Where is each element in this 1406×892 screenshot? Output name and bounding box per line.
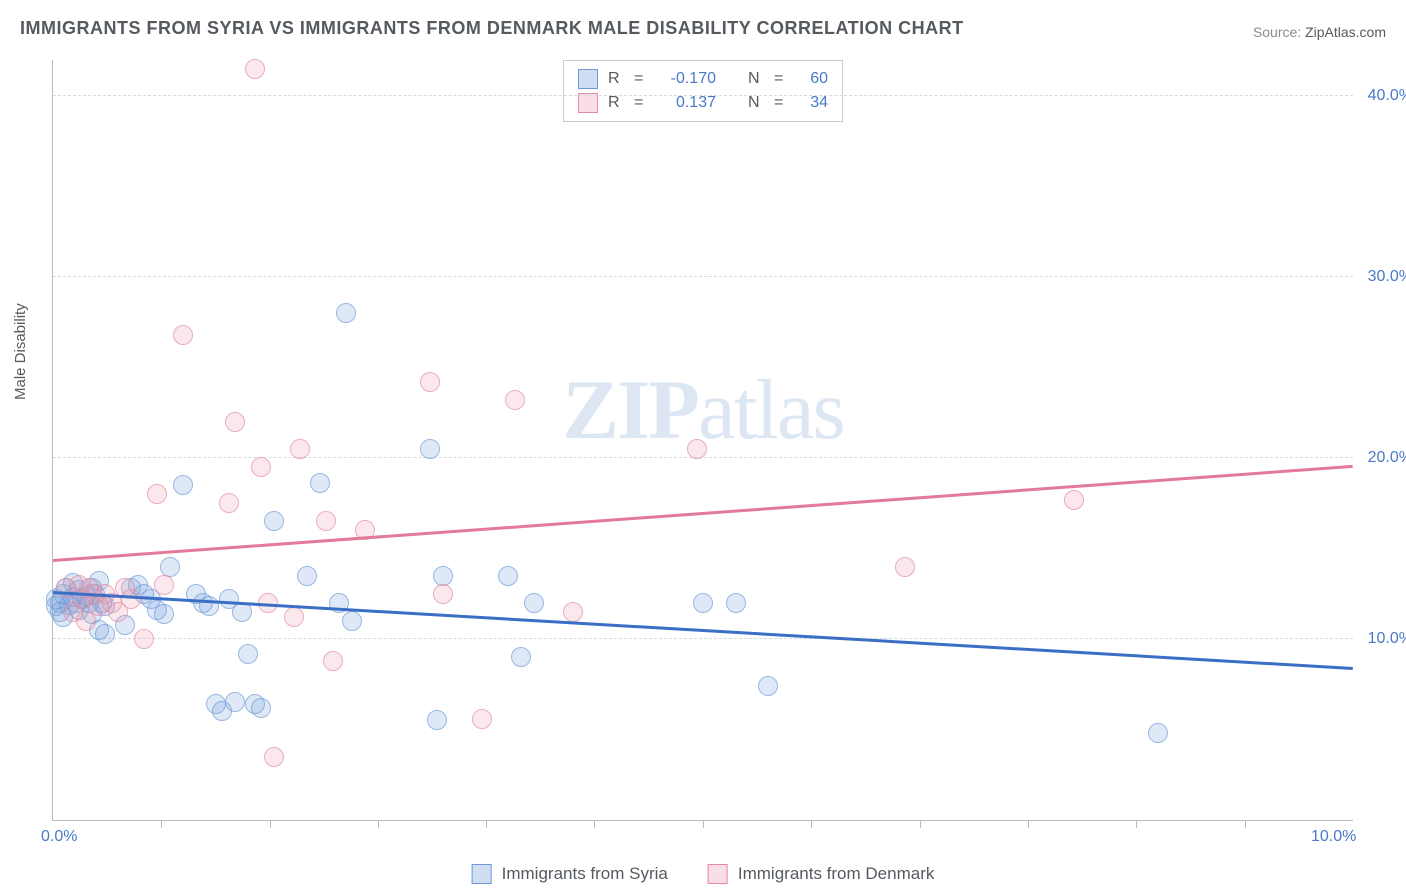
data-point (511, 647, 531, 667)
data-point (173, 475, 193, 495)
n-label: N (748, 70, 764, 88)
data-point (147, 484, 167, 504)
trend-line (53, 465, 1353, 562)
gridline (53, 638, 1353, 639)
data-point (251, 698, 271, 718)
data-point (134, 629, 154, 649)
correlation-legend: R = -0.170 N = 60 R = 0.137 N = 34 (563, 60, 843, 122)
x-tick (161, 820, 162, 828)
equals-sign: = (634, 70, 648, 88)
data-point (154, 575, 174, 595)
data-point (687, 439, 707, 459)
data-point (420, 372, 440, 392)
data-point (427, 710, 447, 730)
data-point (342, 611, 362, 631)
data-point (219, 493, 239, 513)
series-legend: Immigrants from Syria Immigrants from De… (472, 864, 935, 884)
y-axis-label: Male Disability (12, 303, 29, 400)
data-point (336, 303, 356, 323)
chart-title: IMMIGRANTS FROM SYRIA VS IMMIGRANTS FROM… (20, 18, 964, 39)
equals-sign: = (774, 94, 788, 112)
r-label: R (608, 94, 624, 112)
r-label: R (608, 70, 624, 88)
data-point (1064, 490, 1084, 510)
n-label: N (748, 94, 764, 112)
data-point (472, 709, 492, 729)
data-point (245, 59, 265, 79)
data-point (160, 557, 180, 577)
data-point (154, 604, 174, 624)
x-tick (270, 820, 271, 828)
swatch-blue (578, 69, 598, 89)
scatter-plot-area: R = -0.170 N = 60 R = 0.137 N = 34 ZIPat… (52, 60, 1353, 821)
swatch-pink (708, 864, 728, 884)
x-tick-label: 0.0% (41, 828, 77, 846)
data-point (290, 439, 310, 459)
x-tick (1136, 820, 1137, 828)
data-point (726, 593, 746, 613)
equals-sign: = (774, 70, 788, 88)
data-point (173, 325, 193, 345)
data-point (121, 589, 141, 609)
data-point (297, 566, 317, 586)
data-point (95, 624, 115, 644)
y-tick-label: 40.0% (1358, 87, 1406, 105)
equals-sign: = (634, 94, 648, 112)
x-tick (594, 820, 595, 828)
data-point (264, 511, 284, 531)
watermark-bold: ZIP (562, 363, 698, 457)
y-tick-label: 30.0% (1358, 268, 1406, 286)
n-value-denmark: 34 (798, 94, 828, 112)
data-point (693, 593, 713, 613)
data-point (225, 692, 245, 712)
gridline (53, 457, 1353, 458)
data-point (895, 557, 915, 577)
data-point (1148, 723, 1168, 743)
data-point (420, 439, 440, 459)
data-point (758, 676, 778, 696)
legend-label-syria: Immigrants from Syria (502, 864, 668, 884)
legend-item-denmark: Immigrants from Denmark (708, 864, 934, 884)
data-point (310, 473, 330, 493)
y-tick-label: 20.0% (1358, 449, 1406, 467)
data-point (251, 457, 271, 477)
data-point (433, 584, 453, 604)
data-point (563, 602, 583, 622)
swatch-blue (472, 864, 492, 884)
data-point (505, 390, 525, 410)
data-point (433, 566, 453, 586)
legend-label-denmark: Immigrants from Denmark (738, 864, 934, 884)
n-value-syria: 60 (798, 70, 828, 88)
source-credit: Source: ZipAtlas.com (1253, 24, 1386, 40)
x-tick (920, 820, 921, 828)
r-value-denmark: 0.137 (658, 94, 716, 112)
data-point (264, 747, 284, 767)
source-value: ZipAtlas.com (1305, 24, 1386, 40)
source-label: Source: (1253, 24, 1305, 40)
data-point (498, 566, 518, 586)
x-tick (1028, 820, 1029, 828)
data-point (238, 644, 258, 664)
legend-item-syria: Immigrants from Syria (472, 864, 668, 884)
r-value-syria: -0.170 (658, 70, 716, 88)
data-point (225, 412, 245, 432)
data-point (323, 651, 343, 671)
x-tick (1245, 820, 1246, 828)
data-point (284, 607, 304, 627)
gridline (53, 276, 1353, 277)
y-tick-label: 10.0% (1358, 630, 1406, 648)
x-tick (703, 820, 704, 828)
x-tick (811, 820, 812, 828)
data-point (316, 511, 336, 531)
x-tick (378, 820, 379, 828)
x-tick (486, 820, 487, 828)
legend-row-syria: R = -0.170 N = 60 (578, 67, 828, 91)
gridline (53, 95, 1353, 96)
watermark-rest: atlas (698, 363, 844, 457)
data-point (524, 593, 544, 613)
x-tick-label: 10.0% (1311, 828, 1356, 846)
